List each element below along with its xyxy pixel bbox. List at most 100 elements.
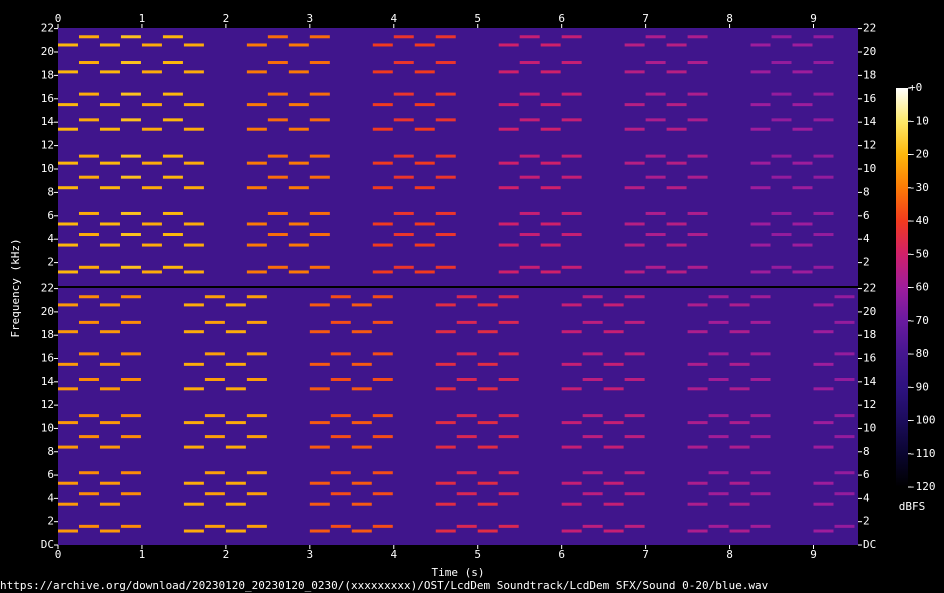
harmonic-band <box>120 471 141 475</box>
harmonic-band <box>477 481 498 485</box>
harmonic-band <box>267 35 288 39</box>
harmonic-band <box>813 362 834 366</box>
y-tick-label: 12 <box>41 398 54 411</box>
harmonic-band <box>141 270 162 274</box>
y-tick-label: 22 <box>863 282 876 295</box>
y-tick-label: 6 <box>863 209 870 222</box>
harmonic-band <box>729 330 750 334</box>
harmonic-band <box>813 529 834 533</box>
harmonic-band <box>372 161 393 165</box>
harmonic-band <box>58 330 78 334</box>
y-tick-label: 20 <box>41 305 54 318</box>
harmonic-band <box>687 502 708 506</box>
harmonic-band <box>246 377 267 381</box>
harmonic-band <box>561 118 582 122</box>
y-tick-label: 8 <box>863 185 870 198</box>
harmonic-band <box>309 502 330 506</box>
harmonic-band <box>435 502 456 506</box>
harmonic-band <box>288 243 309 247</box>
harmonic-band <box>435 35 456 39</box>
harmonic-band <box>687 387 708 391</box>
harmonic-band <box>708 377 729 381</box>
harmonic-band <box>435 387 456 391</box>
harmonic-band <box>288 270 309 274</box>
harmonic-band <box>708 295 729 299</box>
harmonic-band <box>603 502 624 506</box>
harmonic-band <box>561 61 582 65</box>
harmonic-band <box>204 492 225 496</box>
y-tick-label: 12 <box>863 139 876 152</box>
x-tick-label: 4 <box>390 548 397 561</box>
harmonic-band <box>99 270 120 274</box>
y-tick-label: 22 <box>863 22 876 35</box>
harmonic-band <box>666 161 687 165</box>
y-tick-label: 4 <box>863 491 870 504</box>
harmonic-band <box>666 127 687 131</box>
y-tick-label: DC <box>41 538 54 551</box>
harmonic-band <box>162 233 183 237</box>
harmonic-band <box>666 186 687 190</box>
harmonic-band <box>99 303 120 307</box>
harmonic-band <box>309 303 330 307</box>
harmonic-band <box>414 161 435 165</box>
colorbar-tick-label: -30 <box>909 181 929 194</box>
harmonic-band <box>141 103 162 107</box>
harmonic-band <box>225 330 246 334</box>
harmonic-band <box>498 320 519 324</box>
harmonic-band <box>477 421 498 425</box>
harmonic-band <box>99 70 120 74</box>
harmonic-band <box>561 211 582 215</box>
harmonic-band <box>666 103 687 107</box>
harmonic-band <box>267 211 288 215</box>
harmonic-band <box>435 154 456 158</box>
harmonic-band <box>540 127 561 131</box>
harmonic-band <box>99 502 120 506</box>
harmonic-band <box>834 492 855 496</box>
y-tick-label: 18 <box>863 328 876 341</box>
harmonic-band <box>58 362 78 366</box>
harmonic-band <box>183 502 204 506</box>
harmonic-band <box>750 127 771 131</box>
harmonic-band <box>351 481 372 485</box>
harmonic-band <box>246 352 267 356</box>
harmonic-band <box>792 186 813 190</box>
harmonic-band <box>351 362 372 366</box>
harmonic-band <box>498 186 519 190</box>
x-tick-label: 5 <box>474 548 481 561</box>
harmonic-band <box>78 35 99 39</box>
harmonic-band <box>729 502 750 506</box>
harmonic-band <box>666 70 687 74</box>
harmonic-band <box>414 270 435 274</box>
harmonic-band <box>603 481 624 485</box>
harmonic-band <box>288 43 309 47</box>
y-tick-label: 6 <box>47 209 54 222</box>
harmonic-band <box>183 387 204 391</box>
harmonic-band <box>78 320 99 324</box>
harmonic-band <box>183 127 204 131</box>
harmonic-band <box>288 161 309 165</box>
harmonic-band <box>771 211 792 215</box>
harmonic-band <box>267 175 288 179</box>
harmonic-band <box>561 529 582 533</box>
y-tick-label: 4 <box>47 232 54 245</box>
harmonic-band <box>834 414 855 418</box>
harmonic-band <box>225 445 246 449</box>
harmonic-band <box>540 243 561 247</box>
harmonic-band <box>477 387 498 391</box>
harmonic-band <box>267 154 288 158</box>
harmonic-band <box>288 70 309 74</box>
harmonic-band <box>99 387 120 391</box>
harmonic-band <box>435 481 456 485</box>
harmonic-band <box>498 352 519 356</box>
harmonic-band <box>792 43 813 47</box>
harmonic-band <box>687 445 708 449</box>
harmonic-band <box>162 211 183 215</box>
x-tick-label: 0 <box>55 12 62 25</box>
harmonic-band <box>624 352 645 356</box>
harmonic-band <box>78 154 99 158</box>
harmonic-band <box>582 414 603 418</box>
colorbar-tick-label: -70 <box>909 314 929 327</box>
harmonic-band <box>582 295 603 299</box>
harmonic-band <box>498 43 519 47</box>
harmonic-band <box>330 352 351 356</box>
